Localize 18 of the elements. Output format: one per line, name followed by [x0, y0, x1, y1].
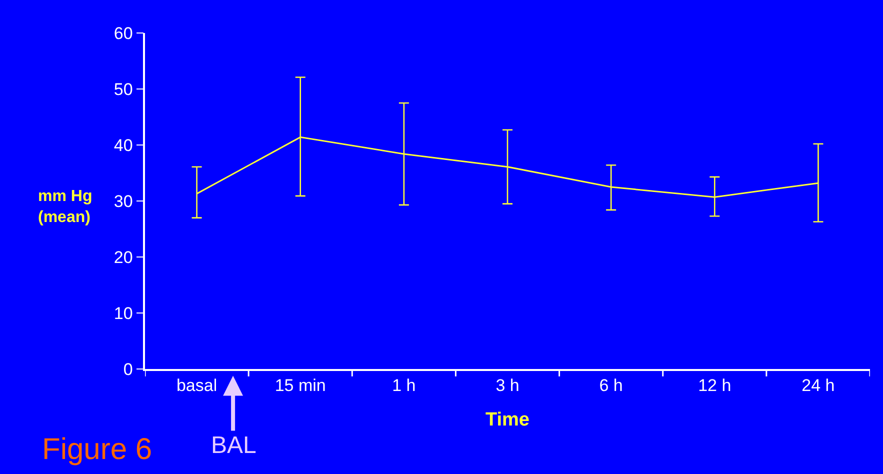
x-tick-label: 24 h [802, 376, 835, 396]
x-tick-label: 12 h [698, 376, 732, 396]
x-tick-label: 3 h [496, 376, 520, 396]
y-tick-label: 40 [114, 136, 133, 155]
y-tick-label: 50 [114, 80, 133, 99]
x-axis-title: Time [485, 409, 530, 430]
x-tick-label: 6 h [599, 376, 623, 396]
y-tick-label: 0 [123, 360, 133, 379]
text: BAL [211, 432, 256, 459]
x-tick-label: basal [176, 376, 218, 396]
y-tick-label: 60 [114, 24, 133, 43]
y-tick-label: 10 [114, 304, 133, 323]
y-tick-label: 20 [114, 248, 133, 267]
y-axis-title: mm Hg (mean) [38, 188, 92, 226]
x-tick-label: 1 h [392, 376, 416, 396]
y-tick-label: 30 [114, 192, 133, 211]
x-tick-label: 15 min [274, 376, 326, 396]
caption: Figure 6 [42, 433, 152, 466]
